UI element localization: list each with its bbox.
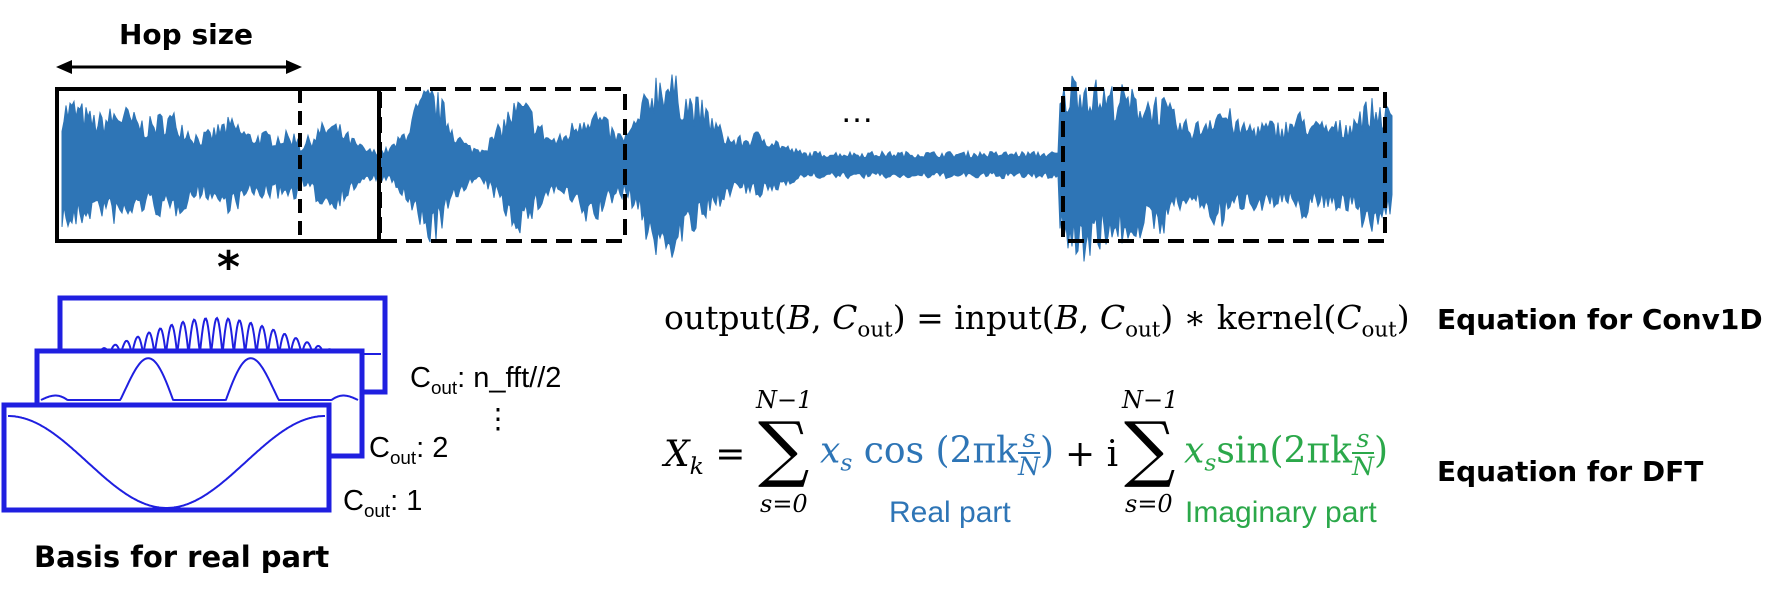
window-frame-1 [55,87,381,243]
hop-size-label: Hop size [119,18,254,51]
basis-curve-mid-freq [40,357,359,401]
conv1d-caption: Equation for Conv1D [1437,303,1763,336]
sum-symbol-1: ∑ [758,406,810,490]
channel-label-nfft: Cout: n_fft//2 [410,362,562,398]
dft-caption: Equation for DFT [1437,455,1704,488]
sum-lower-limit-1: s=0 [760,490,808,518]
window-frame-last [1061,87,1387,243]
dft-lhs: Xk = [664,434,746,481]
plus-i: + i [1065,434,1119,475]
conv1d-equation: output(B, Cout) = input(B, Cout) ∗ kerne… [664,298,1410,343]
basis-curve-low-freq [8,415,325,509]
vertical-dots: ⋮ [484,403,512,434]
ellipsis: … [840,92,874,130]
sum-symbol-2: ∑ [1124,406,1176,490]
imaginary-part-label: Imaginary part [1185,496,1377,529]
sum-lower-limit-2: s=0 [1125,490,1173,518]
hop-size-arrow [56,60,302,74]
sum-upper-limit-2: N−1 [1122,386,1179,414]
audio-waveform [61,74,1393,262]
convolution-star: * [217,242,241,293]
sum-upper-limit-1: N−1 [756,386,813,414]
real-term: xs cos (2πk s N) [820,424,1055,482]
basis-card-1 [1,402,332,513]
channel-label-2: Cout: 2 [369,432,449,468]
channel-label-1: Cout: 1 [343,485,423,521]
real-part-label: Real part [889,496,1011,529]
imaginary-term: xssin(2πk s N) [1184,424,1389,482]
basis-caption: Basis for real part [34,540,330,574]
